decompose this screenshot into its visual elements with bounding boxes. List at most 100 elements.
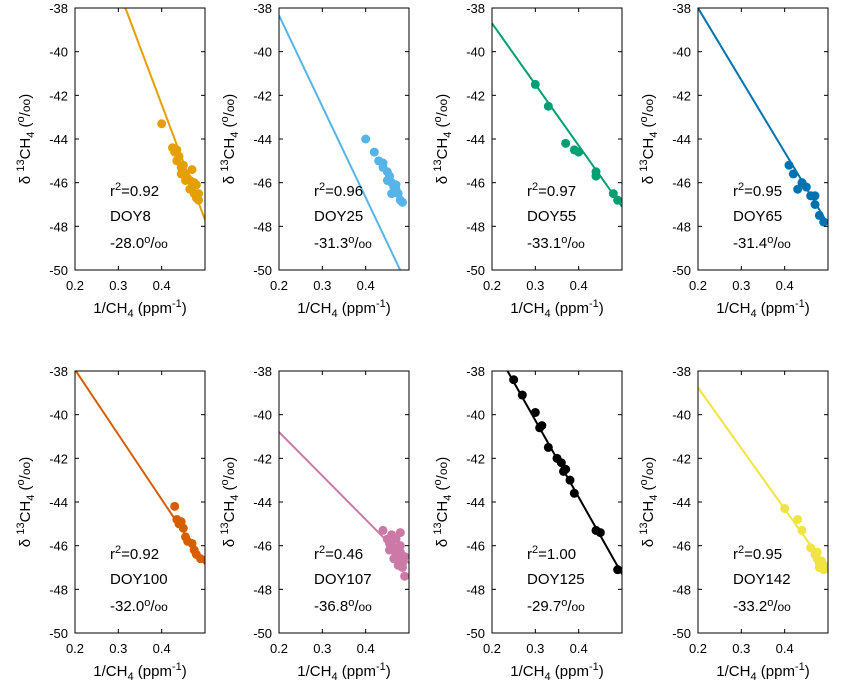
y-tick-label: -48 [672,219,691,234]
y-tick-label: -46 [49,176,68,191]
x-tick-label: 0.4 [570,641,588,656]
data-point [806,543,816,553]
y-tick-label: -48 [466,219,485,234]
y-tick-label: -48 [672,582,691,597]
x-tick-label: 0.4 [153,641,171,656]
data-point [181,175,190,185]
y-axis-label: δ 13CH4 (o/oo) [432,94,454,184]
y-tick-label: -40 [253,45,272,60]
data-point [391,534,401,544]
data-point [801,182,811,192]
data-point [172,145,182,155]
y-tick-label: -42 [466,451,485,466]
y-tick-label: -50 [466,626,485,641]
panel-4: -50 -48 -46 -44 -42 -40 -38 0.2 0.3 0.4 1/CH4 (ppm… [638,1,829,320]
y-tick-label: -40 [672,45,691,60]
doy-label: DOY8 [110,208,151,225]
y-tick-label: -42 [672,451,691,466]
data-point [780,504,790,514]
data-point [613,195,622,205]
data-point [382,175,392,185]
x-tick-label: 0.2 [66,278,84,293]
y-tick-label: -50 [253,626,272,641]
data-point [561,138,571,148]
y-tick-label: -40 [466,408,485,423]
data-point [393,560,403,570]
data-point [400,571,409,581]
plot-frame [278,370,410,634]
doy-label: DOY55 [527,208,576,225]
y-tick-label: -48 [466,582,485,597]
data-point [810,191,820,201]
y-axis-label: δ 13CH4 (o/oo) [15,457,37,547]
y-tick-label: -50 [49,626,68,641]
data-point [194,195,203,205]
data-point [400,552,409,562]
y-axis-label: δ 13CH4 (o/oo) [638,94,660,184]
data-point [817,556,826,566]
data-point [595,528,605,538]
doy-label: DOY125 [527,571,585,588]
x-axis-label: 1/CH4 (ppm-1) [716,298,809,320]
data-point [509,375,519,385]
y-tick-label: -40 [466,45,485,60]
x-tick-label: 0.4 [357,278,375,293]
r-squared-label: r2=0.96 [314,181,363,200]
y-tick-label: -38 [49,1,68,16]
x-tick-label: 0.2 [270,278,288,293]
panel-5: -50 -48 -46 -44 -42 -40 -38 0.2 0.3 0.4 1/CH4 (ppm… [15,364,206,683]
y-tick-label: -38 [253,364,272,379]
y-tick-label: -44 [672,132,691,147]
x-tick-label: 0.4 [357,641,375,656]
y-tick-label: -44 [253,495,272,510]
panel-1: -50 -48 -46 -44 -42 -40 -38 0.2 0.3 0.4 1/CH4 (ppm… [15,1,206,320]
data-point [395,528,405,538]
data-point [178,523,188,533]
y-tick-label: -44 [672,495,691,510]
y-tick-label: -48 [49,582,68,597]
data-point [378,158,388,168]
y-tick-label: -38 [466,1,485,16]
data-point [543,101,553,111]
y-axis-label: δ 13CH4 (o/oo) [638,457,660,547]
y-tick-label: -46 [466,176,485,191]
y-tick-label: -46 [672,539,691,554]
x-tick-label: 0.4 [776,641,794,656]
source-signature-label: -33.1o/oo [527,234,585,252]
data-point [157,119,167,129]
y-tick-label: -38 [672,364,691,379]
r-squared-label: r2=0.95 [733,544,782,563]
y-tick-label: -38 [253,1,272,16]
y-tick-label: -46 [253,176,272,191]
y-tick-label: -50 [672,263,691,278]
data-point [784,160,794,170]
plot-frame [491,370,623,634]
y-tick-label: -42 [49,451,68,466]
data-point [387,189,397,199]
plot-frame [697,7,829,271]
y-axis-label: δ 13CH4 (o/oo) [219,457,241,547]
data-point [191,180,201,190]
source-signature-label: -33.2o/oo [733,597,791,615]
doy-label: DOY25 [314,208,363,225]
regression-line [279,14,402,270]
data-point [814,210,824,220]
x-tick-label: 0.3 [109,641,127,656]
data-point [530,79,540,89]
y-tick-label: -50 [672,626,691,641]
data-point [517,390,527,400]
y-tick-label: -48 [49,219,68,234]
data-point [389,554,399,564]
data-point [810,200,820,209]
x-tick-label: 0.3 [526,641,544,656]
y-tick-label: -46 [253,539,272,554]
y-tick-label: -42 [49,88,68,103]
y-tick-label: -48 [253,219,272,234]
data-point [569,488,579,498]
data-point [793,514,803,524]
r-squared-label: r2=0.46 [314,544,363,563]
panel-3: -50 -48 -46 -44 -42 -40 -38 0.2 0.3 0.4 1/CH4 (ppm… [432,1,623,320]
data-point [797,525,807,535]
x-tick-label: 0.3 [313,278,331,293]
